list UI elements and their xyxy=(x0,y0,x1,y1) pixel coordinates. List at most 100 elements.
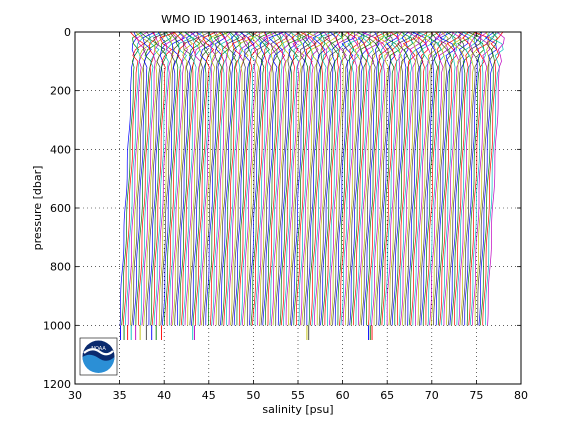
x-tick-label: 45 xyxy=(202,389,216,402)
profile-line xyxy=(267,31,288,326)
y-axis-label: pressure [dbar] xyxy=(31,166,44,251)
profile-line xyxy=(429,31,449,326)
profile-line xyxy=(357,31,379,326)
profile-line xyxy=(420,31,441,326)
profile-line xyxy=(182,31,204,326)
profile-line xyxy=(360,31,380,326)
x-tick-label: 65 xyxy=(380,389,394,402)
profile-line xyxy=(404,31,423,326)
profile-line xyxy=(410,31,429,326)
profile-line xyxy=(208,31,230,326)
profile-line xyxy=(412,31,433,326)
profile-line xyxy=(417,31,436,326)
profile-line xyxy=(283,31,303,326)
profile-line xyxy=(386,31,403,326)
profile-line xyxy=(384,31,405,326)
profile-line xyxy=(369,31,387,326)
profile-line xyxy=(472,31,490,326)
profile-line xyxy=(288,31,306,326)
profile-line xyxy=(177,31,196,326)
noaa-logo: NOAA xyxy=(79,337,118,376)
profile-line xyxy=(125,31,144,326)
profile-lines xyxy=(119,31,505,326)
profile-line xyxy=(328,31,350,326)
profile-line xyxy=(158,31,176,326)
profile-line xyxy=(231,31,252,326)
profile-line xyxy=(394,31,413,326)
profile-line xyxy=(435,31,456,326)
profile-line xyxy=(349,31,368,326)
y-tick-label: 400 xyxy=(50,143,71,156)
profile-line xyxy=(129,31,152,326)
profile-line xyxy=(366,31,385,326)
profile-line xyxy=(230,31,254,326)
profile-line xyxy=(459,31,477,326)
profile-line xyxy=(233,31,255,326)
profile-line xyxy=(308,31,326,326)
profile-line xyxy=(296,31,317,326)
profile-line xyxy=(415,31,434,326)
profile-line xyxy=(270,31,290,326)
profile-line xyxy=(345,31,365,326)
profile-line xyxy=(402,31,420,326)
profile-line xyxy=(398,31,416,326)
profile-line xyxy=(443,31,462,326)
profile-line xyxy=(153,31,173,326)
profile-line xyxy=(119,31,137,326)
y-tick-label: 1200 xyxy=(43,378,71,391)
profile-line xyxy=(389,31,413,326)
profile-line xyxy=(408,31,428,326)
profile-line xyxy=(381,31,400,326)
profile-line xyxy=(437,31,456,326)
profile-line xyxy=(145,31,169,326)
profile-line xyxy=(238,31,258,326)
profile-line xyxy=(279,31,302,326)
profile-line xyxy=(205,31,226,326)
profile-line xyxy=(285,31,308,326)
profile-line xyxy=(359,31,379,326)
profile-line xyxy=(376,31,394,326)
profile-line xyxy=(373,31,394,326)
profile-line xyxy=(306,31,326,326)
bottom-spikes xyxy=(120,325,373,340)
x-tick-label: 55 xyxy=(291,389,305,402)
profile-line xyxy=(299,31,320,326)
profile-line xyxy=(350,31,372,326)
profile-line xyxy=(378,31,399,326)
profile-line xyxy=(291,31,310,326)
profile-line xyxy=(400,31,420,326)
profile-line xyxy=(223,31,246,326)
profile-line xyxy=(461,31,482,326)
profile-line xyxy=(213,31,231,326)
profile-line xyxy=(446,31,468,326)
profile-line xyxy=(133,31,156,326)
profile-line xyxy=(311,31,332,326)
profile-line xyxy=(202,31,221,326)
y-tick-label: 0 xyxy=(64,26,71,39)
profile-line xyxy=(275,31,293,326)
profile-line xyxy=(221,31,242,326)
profile-line xyxy=(441,31,458,326)
profile-line xyxy=(334,31,355,326)
profile-line xyxy=(342,31,361,326)
profile-line xyxy=(236,31,254,326)
x-tick-label: 35 xyxy=(113,389,127,402)
profile-line xyxy=(201,31,224,326)
profile-line xyxy=(347,31,365,326)
profile-line xyxy=(321,32,342,326)
noaa-logo-text: NOAA xyxy=(91,346,106,352)
profile-line xyxy=(246,31,269,326)
profile-line xyxy=(122,31,145,326)
profile-line xyxy=(138,31,158,326)
profile-line xyxy=(156,31,178,326)
profile-line xyxy=(363,31,380,326)
profile-line xyxy=(220,31,239,326)
chart-title: WMO ID 1901463, internal ID 3400, 23–Oct… xyxy=(161,13,433,26)
profile-line xyxy=(127,31,148,326)
profile-line xyxy=(466,31,485,326)
profile-line xyxy=(140,31,163,326)
profile-line xyxy=(352,31,371,326)
profile-line xyxy=(316,31,336,326)
profile-line xyxy=(422,31,442,326)
